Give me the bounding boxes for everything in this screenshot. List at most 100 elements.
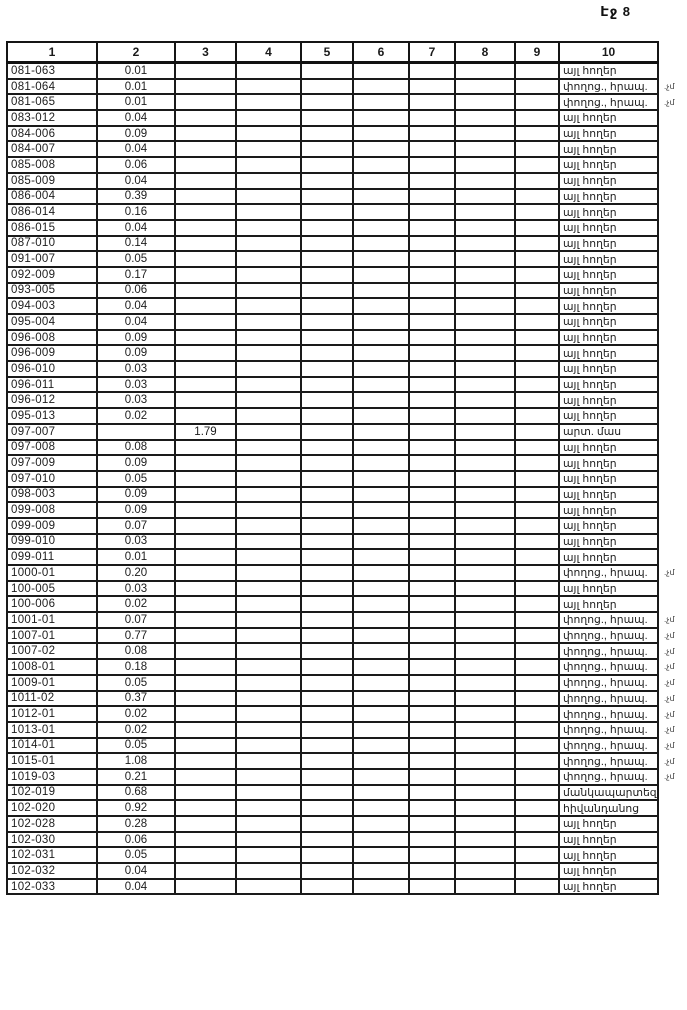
cell-empty-col7	[408, 783, 456, 802]
cell-parcel-code: 098-003	[6, 485, 98, 504]
cell-empty-col9	[514, 469, 560, 488]
table-row: 1015-01 1.08 փողոց., հրապ. .չմ	[6, 752, 687, 770]
table-row: 100-005 0.03 այլ հողեր	[6, 579, 687, 598]
cell-empty-col6	[352, 626, 410, 645]
cell-landuse: այլ հողեր	[558, 375, 659, 394]
cell-parcel-code: 1007-01	[6, 626, 98, 645]
cell-empty-col4	[235, 611, 302, 629]
margin-annotation: .չմ	[664, 97, 675, 107]
table-row: 098-003 0.09 այլ հողեր	[6, 485, 687, 504]
table-row: 095-013 0.02 այլ հողեր	[6, 407, 687, 425]
table-row: 096-011 0.03 այլ հողեր	[6, 375, 687, 394]
cell-empty-col5	[300, 501, 354, 519]
margin-annotation	[658, 173, 687, 189]
cell-empty-col4	[235, 783, 302, 802]
cell-empty-col7	[408, 218, 456, 237]
cell-area-value: 0.68	[96, 783, 176, 802]
margin-annotation	[658, 141, 687, 157]
cell-parcel-code: 096-010	[6, 360, 98, 378]
cell-landuse: այլ հողեր	[558, 877, 659, 896]
cell-empty-col9	[514, 877, 560, 896]
cell-area-value: 0.18	[96, 658, 176, 676]
cell-empty-col6	[352, 140, 410, 159]
margin-annotation: .չմ	[664, 646, 675, 656]
margin-annotation	[658, 377, 687, 393]
margin-annotation	[658, 251, 687, 267]
table-row: 096-008 0.09 այլ հողեր	[6, 328, 687, 347]
cell-empty-col5	[300, 454, 354, 472]
table-row: 1012-01 0.02 փողոց., հրապ. .չմ	[6, 705, 687, 723]
cell-col3-value	[174, 783, 237, 802]
cell-empty-col4	[235, 218, 302, 237]
margin-annotation	[658, 455, 687, 471]
cell-empty-col6	[352, 720, 410, 739]
cell-area-value: 0.02	[96, 595, 176, 614]
cell-empty-col5	[300, 815, 354, 833]
cell-empty-col8	[454, 799, 516, 817]
cell-col3-value	[174, 61, 237, 80]
table-row: 092-009 0.17 այլ հողեր	[6, 265, 687, 284]
cell-empty-col6	[352, 234, 410, 253]
cell-parcel-code: 084-007	[6, 140, 98, 159]
margin-annotation: .չմ	[664, 662, 675, 672]
cell-empty-col5	[300, 516, 354, 535]
cell-empty-col5	[300, 862, 354, 880]
cell-empty-col5	[300, 658, 354, 676]
cell-empty-col5	[300, 234, 354, 253]
cell-empty-col5	[300, 752, 354, 770]
cell-empty-col8	[454, 234, 516, 253]
cell-empty-col9	[514, 281, 560, 300]
cell-empty-col9	[514, 313, 560, 331]
cell-empty-col6	[352, 862, 410, 880]
cell-area-value: 0.04	[96, 109, 176, 127]
cell-empty-col5	[300, 579, 354, 598]
cell-empty-col9	[514, 344, 560, 363]
cell-empty-col9	[514, 799, 560, 817]
cell-empty-col7	[408, 595, 456, 614]
cell-area-value: 0.09	[96, 501, 176, 519]
cell-parcel-code: 094-003	[6, 297, 98, 315]
cell-empty-col9	[514, 297, 560, 315]
cell-area-value: 0.04	[96, 218, 176, 237]
cell-empty-col5	[300, 720, 354, 739]
cell-empty-col5	[300, 375, 354, 394]
cell-empty-col7	[408, 454, 456, 472]
cell-empty-col5	[300, 611, 354, 629]
cell-col3-value	[174, 642, 237, 661]
cell-empty-col4	[235, 187, 302, 206]
cell-empty-col9	[514, 783, 560, 802]
cell-parcel-code: 097-010	[6, 469, 98, 488]
cell-empty-col5	[300, 391, 354, 410]
table-row: 1019-03 0.21 փողոց., հրապ. .չմ	[6, 767, 687, 786]
cell-empty-col4	[235, 360, 302, 378]
cell-empty-col6	[352, 360, 410, 378]
cell-empty-col4	[235, 736, 302, 755]
cell-parcel-code: 099-011	[6, 548, 98, 566]
cell-empty-col8	[454, 454, 516, 472]
cell-parcel-code: 096-009	[6, 344, 98, 363]
cell-empty-col5	[300, 799, 354, 817]
cell-landuse: այլ հողեր	[558, 265, 659, 284]
cell-col3-value	[174, 77, 237, 96]
cell-landuse: փողոց., հրապ.	[558, 93, 659, 112]
cell-col3-value	[174, 689, 237, 708]
cell-col3-value	[174, 391, 237, 410]
cell-area-value: 0.01	[96, 61, 176, 80]
cell-area-value: 0.16	[96, 203, 176, 221]
cell-empty-col4	[235, 203, 302, 221]
cell-empty-col5	[300, 328, 354, 347]
column-header: 2	[96, 41, 176, 64]
cell-area-value: 0.09	[96, 124, 176, 143]
cell-empty-col8	[454, 673, 516, 692]
cell-empty-col8	[454, 783, 516, 802]
cell-empty-col6	[352, 548, 410, 566]
cell-empty-col7	[408, 720, 456, 739]
cell-empty-col4	[235, 516, 302, 535]
table-row: 100-006 0.02 այլ հողեր	[6, 595, 687, 614]
cell-parcel-code: 1000-01	[6, 564, 98, 582]
column-header: 6	[352, 41, 410, 64]
cell-empty-col7	[408, 344, 456, 363]
cell-parcel-code: 091-007	[6, 250, 98, 268]
cell-landuse: այլ հողեր	[558, 203, 659, 221]
cell-col3-value	[174, 438, 237, 457]
